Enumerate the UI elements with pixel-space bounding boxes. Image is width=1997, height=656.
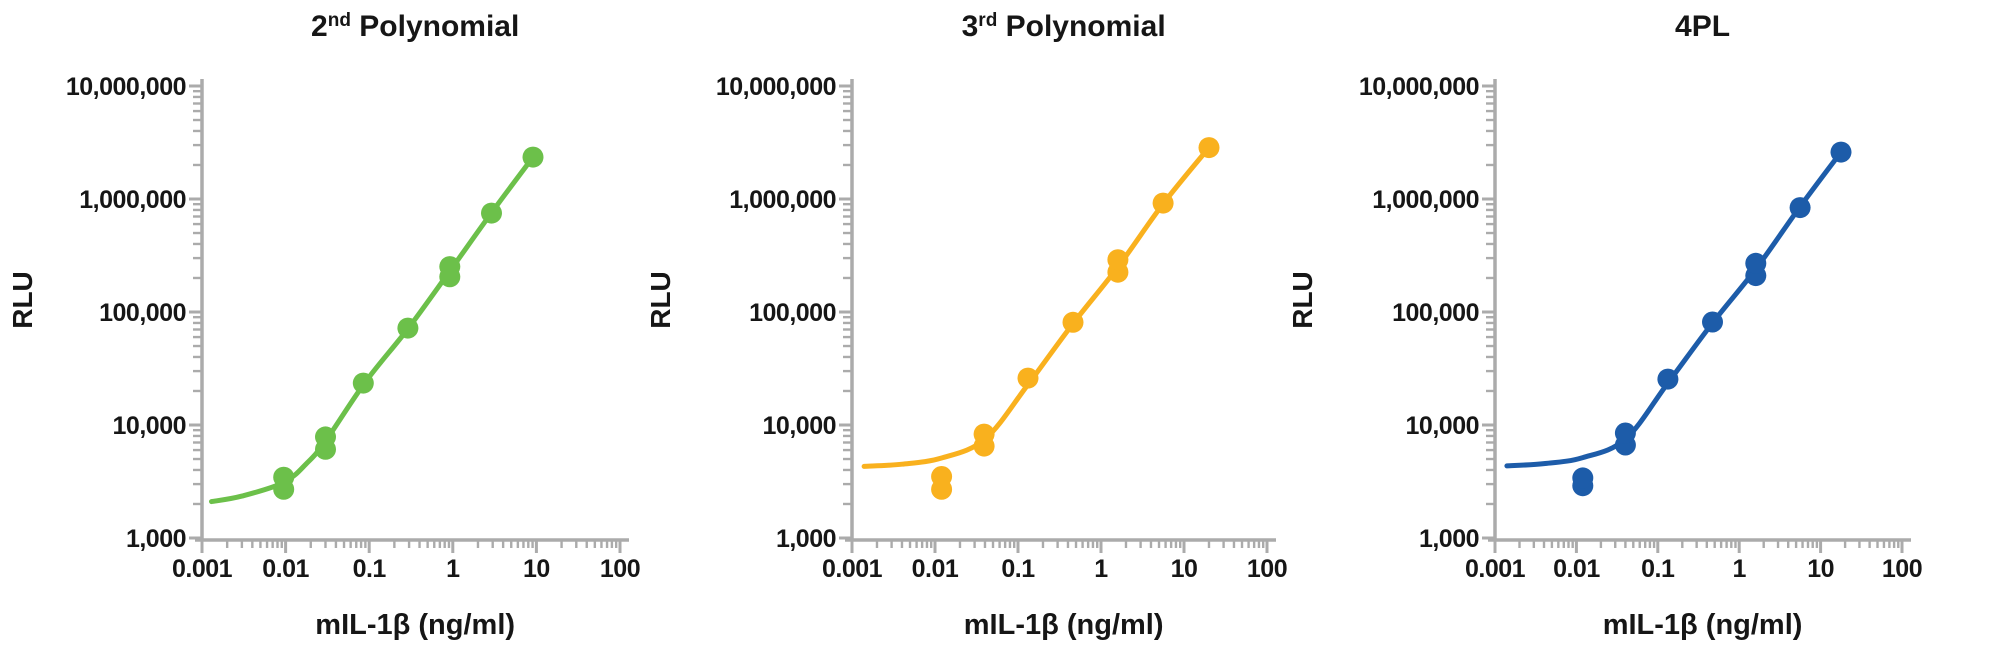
y-tick-label: 10,000,000 [716, 73, 836, 101]
x-tick-label: 10 [1171, 555, 1198, 583]
data-point [1830, 141, 1852, 163]
data-point [481, 202, 502, 224]
x-tick-label: 0.001 [172, 555, 233, 583]
x-axis-label: mIL-1β (ng/ml) [315, 609, 515, 641]
chart-4pl: 0.001 0.01 0.1 1 10 100 1,000 10,000 100,000 1,00… [1287, 10, 1923, 641]
x-tick-label: 0.01 [912, 555, 959, 583]
data-point [397, 317, 419, 339]
y-tick-label: 10,000 [113, 412, 186, 440]
data-point [1789, 197, 1811, 219]
x-tick-label: 0.1 [353, 555, 387, 583]
chart-title: 3rd Polynomial [962, 10, 1166, 43]
y-tick-label: 10,000 [763, 412, 836, 440]
x-tick-label: 1 [1732, 555, 1746, 583]
chart-title: 2nd Polynomial [311, 10, 519, 43]
fit-curve [1504, 149, 1844, 469]
x-tick-label: 10 [523, 555, 550, 583]
y-tick-label: 100,000 [749, 299, 836, 327]
x-tick-label: 0.001 [822, 555, 883, 583]
data-point [1745, 252, 1767, 274]
y-tick-label: 1,000,000 [1372, 186, 1479, 214]
data-point [1152, 192, 1174, 214]
y-tick-label: 10,000 [1406, 412, 1479, 440]
y-tick-label: 10,000,000 [1359, 73, 1479, 101]
data-point [352, 372, 374, 394]
x-tick-label: 10 [1807, 555, 1834, 583]
data-point [1614, 422, 1636, 444]
x-tick-label: 100 [1882, 555, 1922, 583]
data-point [1702, 311, 1723, 333]
data-point [315, 426, 336, 448]
data-point [973, 423, 995, 445]
x-tick-label: 0.1 [1641, 555, 1675, 583]
y-axis-label: RLU [7, 271, 38, 329]
x-tick-label: 0.001 [1465, 555, 1526, 583]
data-point [1107, 249, 1129, 271]
y-tick-label: 1,000,000 [79, 186, 186, 214]
y-tick-label: 1,000 [776, 525, 836, 553]
data-point [1017, 367, 1039, 389]
data-point [1657, 368, 1679, 390]
x-axis-label: mIL-1β (ng/ml) [1603, 609, 1803, 641]
data-point [1062, 311, 1084, 333]
y-tick-label: 100,000 [99, 299, 186, 327]
y-tick-label: 10,000,000 [66, 73, 186, 101]
x-tick-label: 100 [1247, 555, 1287, 583]
y-tick-label: 1,000 [1419, 525, 1479, 553]
x-tick-label: 1 [1094, 555, 1108, 583]
x-tick-label: 0.01 [262, 555, 309, 583]
y-tick-label: 1,000 [126, 525, 186, 553]
y-axis-label: RLU [645, 271, 676, 329]
chart-2nd-polynomial: 0.001 0.01 0.1 1 10 100 1,000 10,000 100,000 1,00… [7, 10, 641, 641]
chart-title: 4PL [1675, 10, 1730, 43]
x-tick-label: 100 [600, 555, 640, 583]
data-point [931, 466, 953, 487]
data-point [522, 146, 544, 168]
y-axis-label: RLU [1287, 271, 1318, 329]
data-point [1572, 467, 1594, 489]
data-point [1198, 137, 1220, 159]
x-tick-label: 0.1 [1001, 555, 1035, 583]
fit-curve [209, 154, 536, 505]
x-tick-label: 1 [446, 555, 460, 583]
data-point [439, 256, 461, 278]
y-tick-label: 100,000 [1392, 299, 1479, 327]
x-axis-label: mIL-1β (ng/ml) [964, 609, 1164, 641]
x-tick-label: 0.01 [1553, 555, 1600, 583]
y-tick-label: 1,000,000 [729, 186, 836, 214]
data-point [273, 466, 295, 488]
chart-3rd-polynomial: 0.001 0.01 0.1 1 10 100 1,000 10,000 100,000 1,00… [645, 10, 1288, 641]
